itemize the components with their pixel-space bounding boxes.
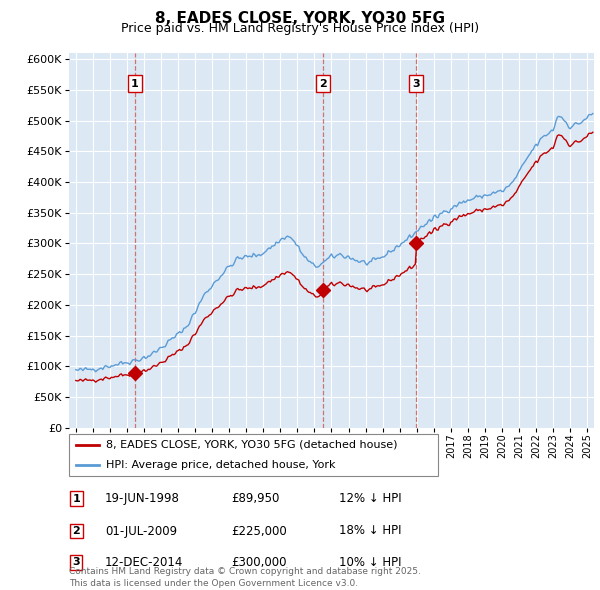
Text: 19-JUN-1998: 19-JUN-1998 (105, 492, 180, 505)
Text: 2: 2 (73, 526, 80, 536)
Text: HPI: Average price, detached house, York: HPI: Average price, detached house, York (106, 460, 335, 470)
Text: £300,000: £300,000 (231, 556, 287, 569)
Text: Price paid vs. HM Land Registry's House Price Index (HPI): Price paid vs. HM Land Registry's House … (121, 22, 479, 35)
Text: 18% ↓ HPI: 18% ↓ HPI (339, 525, 401, 537)
FancyBboxPatch shape (69, 434, 438, 476)
Text: 10% ↓ HPI: 10% ↓ HPI (339, 556, 401, 569)
Text: 3: 3 (412, 79, 419, 89)
Text: 2: 2 (319, 79, 327, 89)
Text: £225,000: £225,000 (231, 525, 287, 537)
Text: 1: 1 (131, 79, 139, 89)
Text: £89,950: £89,950 (231, 492, 280, 505)
Text: 01-JUL-2009: 01-JUL-2009 (105, 525, 177, 537)
Text: 8, EADES CLOSE, YORK, YO30 5FG: 8, EADES CLOSE, YORK, YO30 5FG (155, 11, 445, 25)
Text: 1: 1 (73, 494, 80, 503)
Text: 12% ↓ HPI: 12% ↓ HPI (339, 492, 401, 505)
Text: 3: 3 (73, 558, 80, 567)
Text: Contains HM Land Registry data © Crown copyright and database right 2025.
This d: Contains HM Land Registry data © Crown c… (69, 568, 421, 588)
Text: 8, EADES CLOSE, YORK, YO30 5FG (detached house): 8, EADES CLOSE, YORK, YO30 5FG (detached… (106, 440, 397, 450)
Text: 12-DEC-2014: 12-DEC-2014 (105, 556, 184, 569)
